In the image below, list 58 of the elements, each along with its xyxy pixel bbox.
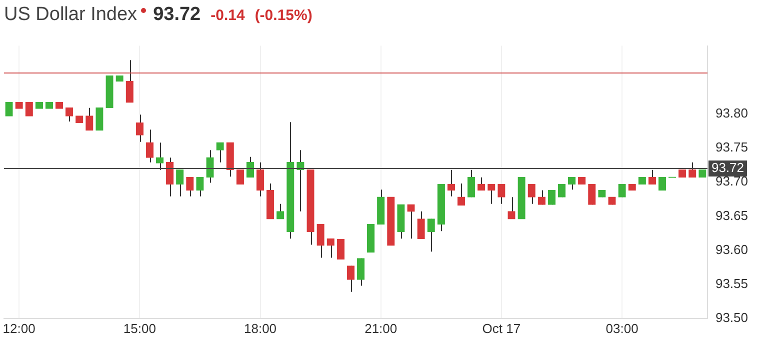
y-tick-label: 93.65 [715, 208, 748, 223]
candlestick [427, 218, 435, 252]
x-tick-label: 03:00 [606, 320, 638, 336]
candlestick [276, 203, 284, 220]
candlestick [176, 169, 184, 197]
candlestick [196, 176, 204, 197]
candlestick [326, 238, 334, 258]
candlestick [5, 102, 13, 116]
candlestick [658, 177, 666, 191]
x-tick-label: 21:00 [364, 320, 398, 336]
chart-title: US Dollar Index [4, 4, 138, 26]
candlestick [96, 107, 104, 131]
candlestick [126, 60, 134, 103]
candlestick [136, 114, 144, 142]
candlestick [186, 176, 194, 197]
candlestick [236, 170, 244, 184]
candlestick [488, 184, 496, 204]
candlestick [508, 196, 516, 220]
candlestick [336, 239, 344, 260]
candlestick [146, 129, 154, 163]
x-tick-label: 18:00 [244, 320, 277, 336]
ref-line-label: 93.72 [711, 160, 744, 176]
candlestick [256, 162, 264, 197]
candlestick [25, 102, 33, 116]
y-tick-label: 93.50 [715, 310, 748, 325]
candlestick [528, 184, 536, 204]
candlestick [548, 190, 556, 206]
candlestick [86, 107, 94, 131]
candlestick [316, 224, 324, 258]
text: 93.72 [153, 4, 201, 26]
x-tick-label: Oct 17 [482, 320, 521, 336]
candlestick [688, 162, 696, 178]
x-tick-label: 12:00 [2, 320, 36, 336]
candlestick [618, 184, 626, 198]
candlestick [206, 150, 214, 184]
candlestick [457, 182, 466, 206]
x-tick-label: 15:00 [123, 320, 156, 336]
candlestick [156, 142, 164, 170]
candlestick [417, 210, 425, 240]
text: (-0.15%) [254, 6, 312, 24]
y-tick-label: 93.75 [715, 140, 748, 155]
candlestick [498, 184, 506, 204]
candlestick [216, 142, 224, 163]
text: -0.14 [210, 6, 245, 24]
y-tick-label: 93.80 [715, 106, 748, 121]
y-tick-label: 93.70 [715, 174, 748, 189]
candlestick [166, 157, 174, 197]
candlestick [478, 176, 486, 191]
candlestick [467, 169, 476, 198]
candlestick [407, 204, 415, 240]
y-tick-label: 93.55 [715, 276, 748, 291]
candlestick [356, 258, 365, 286]
y-tick-label: 93.60 [715, 242, 748, 257]
candlestick [538, 190, 546, 206]
candlestick [346, 265, 355, 292]
candlestick [588, 184, 596, 206]
candlestick [558, 184, 566, 198]
candlestick [447, 169, 456, 197]
